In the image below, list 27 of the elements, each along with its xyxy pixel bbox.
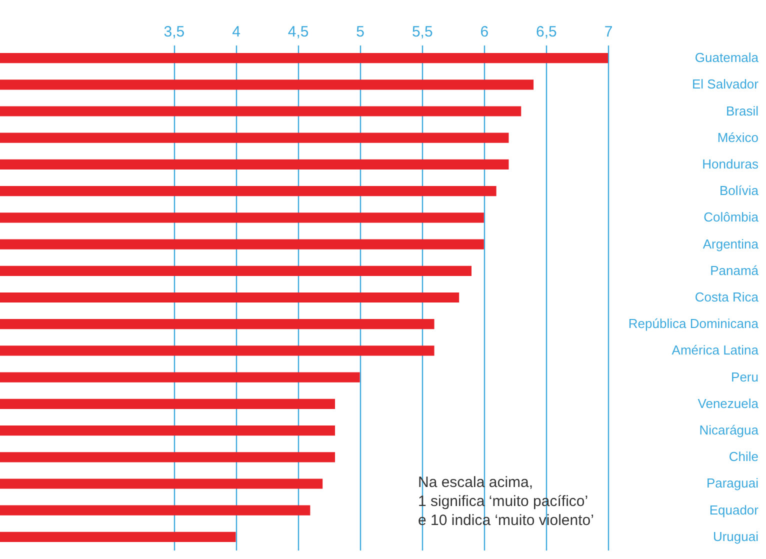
y-tick-label: Bolívia [719, 183, 760, 198]
x-tick-label: 6,5 [536, 24, 557, 40]
y-tick-label: Argentina [702, 236, 760, 252]
x-tick-label: 4,5 [288, 24, 309, 40]
y-tick-label: Costa Rica [694, 290, 760, 304]
y-tick-label: México [717, 130, 758, 145]
y-tick-label: Brasil [726, 103, 759, 118]
y-tick-label: Nicarágua [699, 422, 760, 438]
x-tick-label: 3,5 [164, 24, 185, 40]
y-tick-label: Venezuela [698, 396, 760, 411]
y-tick-label: Guatemala [694, 50, 760, 66]
y-tick-label: Peru [731, 369, 758, 384]
y-tick-label: Colômbia [704, 210, 760, 225]
x-tick-label: 6 [480, 24, 489, 40]
y-tick-label: Paraguai [706, 476, 759, 491]
x-tick-label: 4 [232, 24, 240, 40]
y-tick-label: Panamá [710, 262, 760, 278]
x-tick-label: 5,5 [412, 24, 433, 40]
x-tick-label: 5 [356, 24, 365, 40]
y-tick-label: Equador [709, 502, 760, 518]
y-tick-label: América Latina [672, 342, 760, 358]
y-tick-label: República Dominicana [628, 316, 760, 332]
y-tick-label: Honduras [702, 156, 759, 172]
y-tick-label: Chile [728, 449, 758, 464]
x-tick-label: 7 [604, 24, 613, 40]
y-tick-label: El Salvador [692, 76, 760, 92]
y-tick-label: Uruguai [712, 528, 759, 544]
